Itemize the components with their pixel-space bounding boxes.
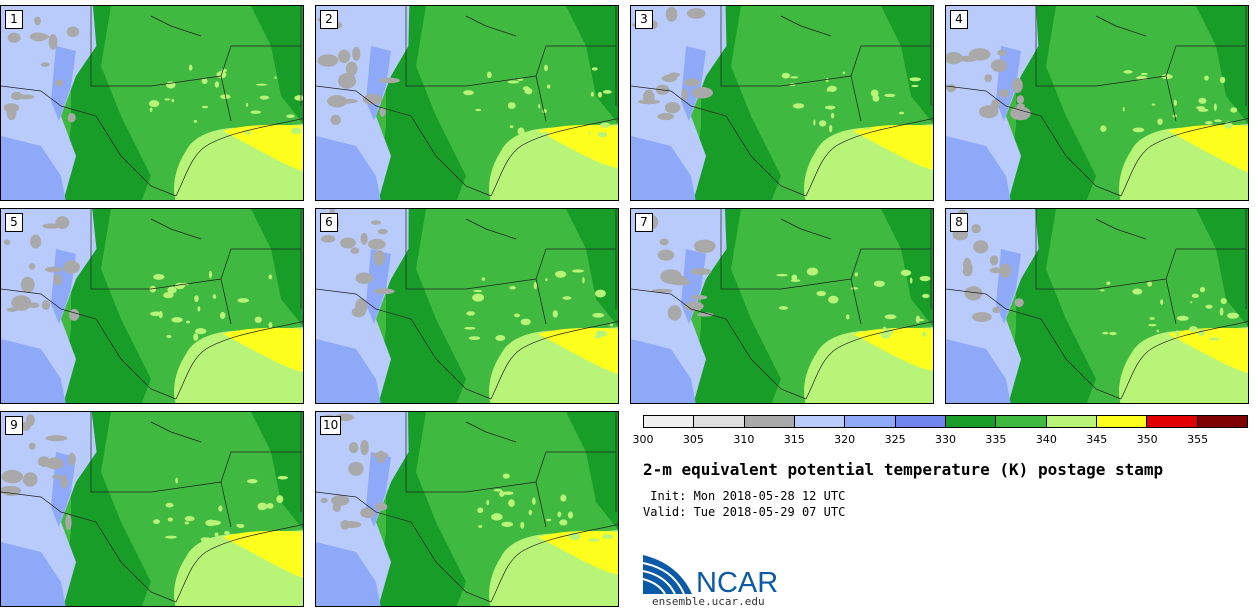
colorbar-segment [1045, 416, 1096, 427]
colorbar-tick-label: 335 [985, 433, 1007, 446]
colorbar-segment [894, 416, 945, 427]
colorbar-tick-label: 300 [632, 433, 654, 446]
member-number-label: 3 [635, 10, 653, 29]
member-number-label: 7 [635, 213, 653, 232]
init-time: Init: Mon 2018-05-28 12 UTC [643, 489, 846, 503]
colorbar-tick-label: 315 [783, 433, 805, 446]
map-field [946, 6, 1248, 200]
colorbar-tick-label: 330 [935, 433, 956, 446]
colorbar-segment [944, 416, 996, 427]
map-panel-member-5[interactable]: 5 [0, 208, 304, 404]
member-number-label: 6 [320, 213, 338, 232]
member-number-label: 2 [320, 10, 338, 29]
ncar-logo: NCAR [642, 555, 778, 596]
colorbar-tick-label: 355 [1187, 433, 1209, 446]
map-field [1, 6, 303, 200]
map-field [1, 412, 303, 606]
colorbar-segment [693, 416, 744, 427]
colorbar-segment [1196, 416, 1247, 427]
map-panel-member-1[interactable]: 1 [0, 5, 304, 201]
map-field [946, 209, 1248, 403]
map-field [631, 6, 933, 200]
colorbar-tick-label: 320 [834, 433, 856, 446]
map-field [316, 6, 618, 200]
colorbar-segment [793, 416, 845, 427]
map-panel-member-8[interactable]: 8 [945, 208, 1249, 404]
map-field [631, 209, 933, 403]
ensemble-url: ensemble.ucar.edu [652, 595, 765, 608]
colorbar-tick-label: 325 [884, 433, 906, 446]
colorbar-tick-label: 305 [682, 433, 704, 446]
member-number-label: 10 [320, 416, 342, 435]
map-field [316, 412, 618, 606]
colorbar-tick-label: 340 [1035, 433, 1057, 446]
colorbar-segment [995, 416, 1046, 427]
colorbar-segment [644, 416, 694, 427]
valid-time: Valid: Tue 2018-05-29 07 UTC [643, 505, 846, 519]
colorbar-segment [1095, 416, 1147, 427]
colorbar-tick-label: 310 [733, 433, 755, 446]
product-title: 2-m equivalent potential temperature (K)… [643, 460, 1164, 479]
member-number-label: 1 [5, 10, 23, 29]
map-panel-member-9[interactable]: 9 [0, 411, 304, 607]
member-number-label: 8 [950, 213, 968, 232]
colorbar-segment [1146, 416, 1197, 427]
map-field [1, 209, 303, 403]
member-number-label: 4 [950, 10, 968, 29]
ncar-logo-text: NCAR [696, 567, 778, 596]
member-number-label: 5 [5, 213, 23, 232]
map-panel-member-2[interactable]: 2 [315, 5, 619, 201]
map-panel-member-7[interactable]: 7 [630, 208, 934, 404]
map-panel-member-3[interactable]: 3 [630, 5, 934, 201]
map-panel-member-6[interactable]: 6 [315, 208, 619, 404]
colorbar-segment [844, 416, 895, 427]
colorbar [643, 415, 1248, 428]
map-panel-member-10[interactable]: 10 [315, 411, 619, 607]
map-panel-member-4[interactable]: 4 [945, 5, 1249, 201]
colorbar-tick-label: 350 [1136, 433, 1158, 446]
member-number-label: 9 [5, 416, 23, 435]
map-field [316, 209, 618, 403]
colorbar-segment [743, 416, 794, 427]
colorbar-tick-label: 345 [1086, 433, 1108, 446]
